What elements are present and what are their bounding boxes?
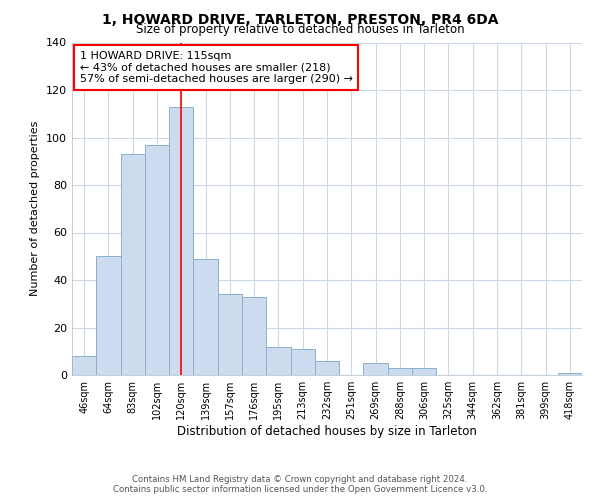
Bar [121,154,145,375]
Bar [218,294,242,375]
Bar [169,106,193,375]
Bar [242,296,266,375]
Bar [266,346,290,375]
Bar [290,349,315,375]
Text: 1 HOWARD DRIVE: 115sqm
← 43% of detached houses are smaller (218)
57% of semi-de: 1 HOWARD DRIVE: 115sqm ← 43% of detached… [80,51,353,84]
Bar [96,256,121,375]
Y-axis label: Number of detached properties: Number of detached properties [31,121,40,296]
Bar [72,356,96,375]
X-axis label: Distribution of detached houses by size in Tarleton: Distribution of detached houses by size … [177,425,477,438]
Bar [412,368,436,375]
Bar [364,363,388,375]
Bar [145,144,169,375]
Bar [388,368,412,375]
Bar [558,372,582,375]
Text: 1, HOWARD DRIVE, TARLETON, PRESTON, PR4 6DA: 1, HOWARD DRIVE, TARLETON, PRESTON, PR4 … [102,12,498,26]
Text: Size of property relative to detached houses in Tarleton: Size of property relative to detached ho… [136,22,464,36]
Bar [193,258,218,375]
Text: Contains HM Land Registry data © Crown copyright and database right 2024.
Contai: Contains HM Land Registry data © Crown c… [113,474,487,494]
Bar [315,361,339,375]
